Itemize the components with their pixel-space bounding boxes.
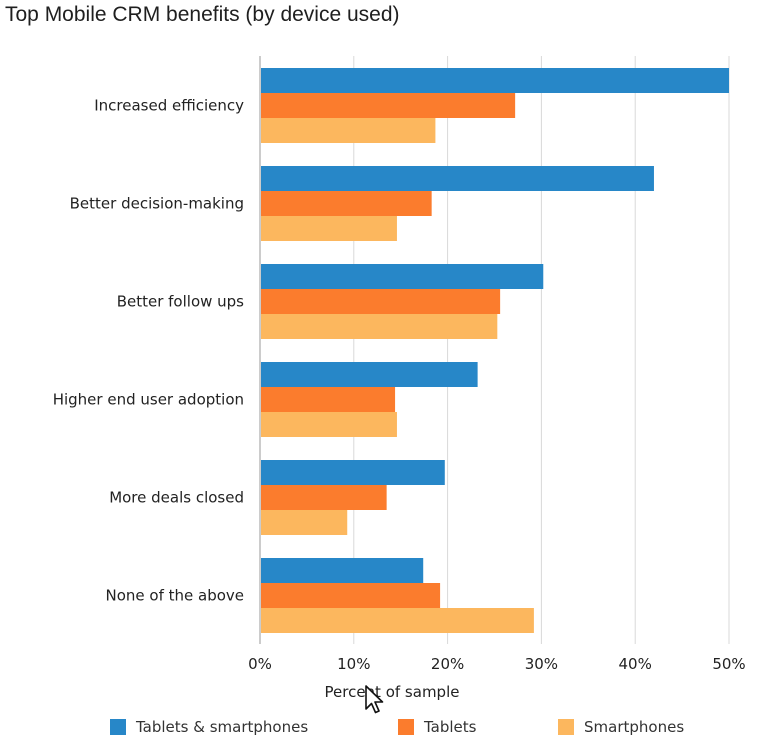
bar [261,510,348,535]
x-tick-label: 50% [712,655,745,673]
category-label: Increased efficiency [94,97,244,115]
category-label: Better follow ups [117,293,244,311]
legend-swatch [110,719,126,735]
gridlines [353,56,730,644]
bar [261,583,441,608]
x-tick-label: 0% [248,655,272,673]
x-tick-label: 30% [525,655,558,673]
category-label: Higher end user adoption [53,391,244,409]
legend-label: Tablets [424,718,477,736]
legend-item: Smartphones [558,718,684,736]
bar [261,289,501,314]
bar [261,216,397,241]
bar [261,264,544,289]
legend-label: Smartphones [584,718,685,736]
legend-swatch [558,719,574,735]
x-tick-label: 20% [431,655,464,673]
axes: 0% 10% 20% 30% 40% 50% Increased efficiency Bet… [53,56,746,673]
legend-item: Tablets [398,718,477,736]
category-label: Better decision-making [70,195,244,213]
bar [261,314,498,339]
bar [261,166,654,191]
legend: Tablets & smartphones Tablets Smartphones [0,718,759,742]
bar [261,412,397,437]
bar [261,191,432,216]
bar [261,68,729,93]
x-tick-label: 40% [619,655,652,673]
bar [261,118,436,143]
bar [261,93,516,118]
bar [261,485,387,510]
legend-swatch [398,719,414,735]
bar [261,362,478,387]
bar [261,608,534,633]
bar [261,558,424,583]
x-axis-label: Percent of sample [325,683,460,701]
mouse-cursor-icon [365,685,384,714]
bars [261,68,729,633]
legend-item: Tablets & smartphones [110,718,308,736]
category-label: More deals closed [109,489,244,507]
category-label: None of the above [105,587,244,605]
bar [261,460,445,485]
legend-label: Tablets & smartphones [136,718,309,736]
bar [261,387,396,412]
chart-title: Top Mobile CRM benefits (by device used) [5,3,400,26]
x-tick-label: 10% [337,655,370,673]
